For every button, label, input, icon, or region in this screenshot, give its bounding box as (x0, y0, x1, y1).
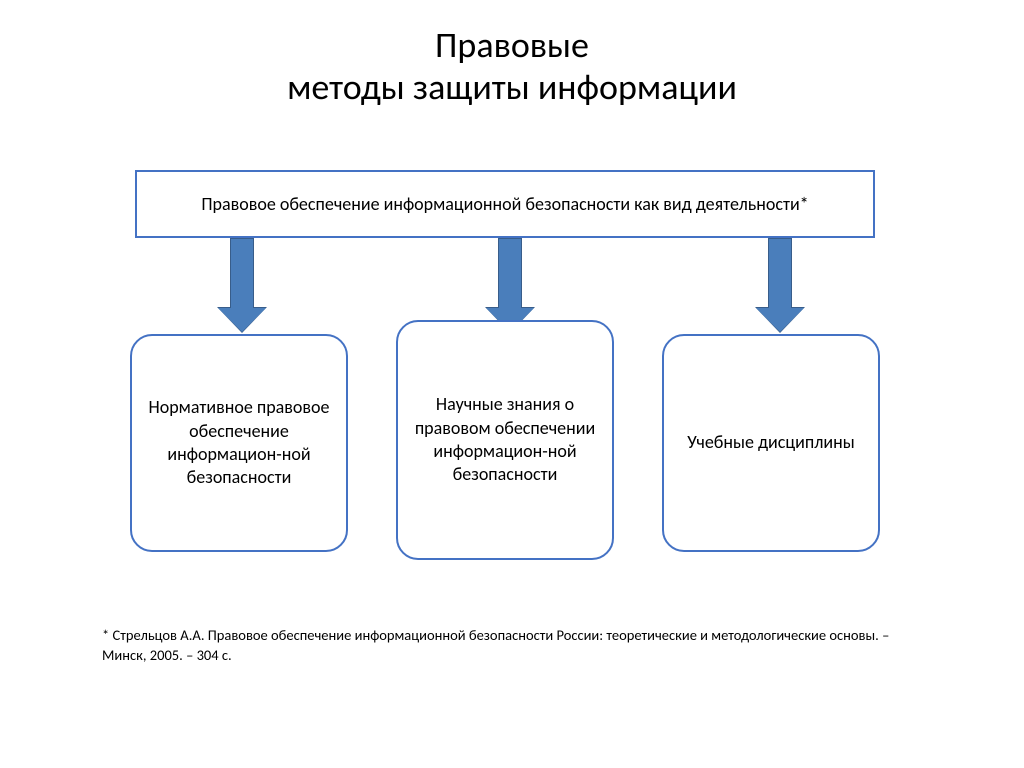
diagram-child-box-1: Нормативное правовое обеспечение информа… (130, 334, 348, 552)
arrow-stem (230, 238, 254, 308)
slide-root: { "title": { "line1": "Правовые", "line2… (0, 0, 1024, 768)
arrow-head (218, 308, 266, 332)
diagram-child-text: Нормативное правовое обеспечение информа… (142, 396, 336, 490)
slide-title-line1: Правовые (0, 24, 1024, 67)
diagram-child-box-2: Научные знания о правовом обеспечении ин… (396, 320, 614, 560)
diagram-child-box-3: Учебные дисциплины (662, 334, 880, 552)
diagram-child-text: Научные знания о правовом обеспечении ин… (408, 393, 602, 487)
diagram-arrow-1 (218, 238, 266, 332)
arrow-head (756, 308, 804, 332)
diagram-arrow-3 (756, 238, 804, 332)
diagram-arrow-2 (486, 238, 534, 332)
arrow-stem (768, 238, 792, 308)
diagram-top-box-text: Правовое обеспечение информационной безо… (201, 193, 808, 216)
slide-title-line2: методы защиты информации (0, 66, 1024, 109)
footnote: * Стрельцов А.А. Правовое обеспечение ин… (102, 626, 922, 665)
arrow-stem (498, 238, 522, 308)
diagram-top-box: Правовое обеспечение информационной безо… (135, 170, 875, 238)
diagram-child-text: Учебные дисциплины (687, 431, 855, 454)
